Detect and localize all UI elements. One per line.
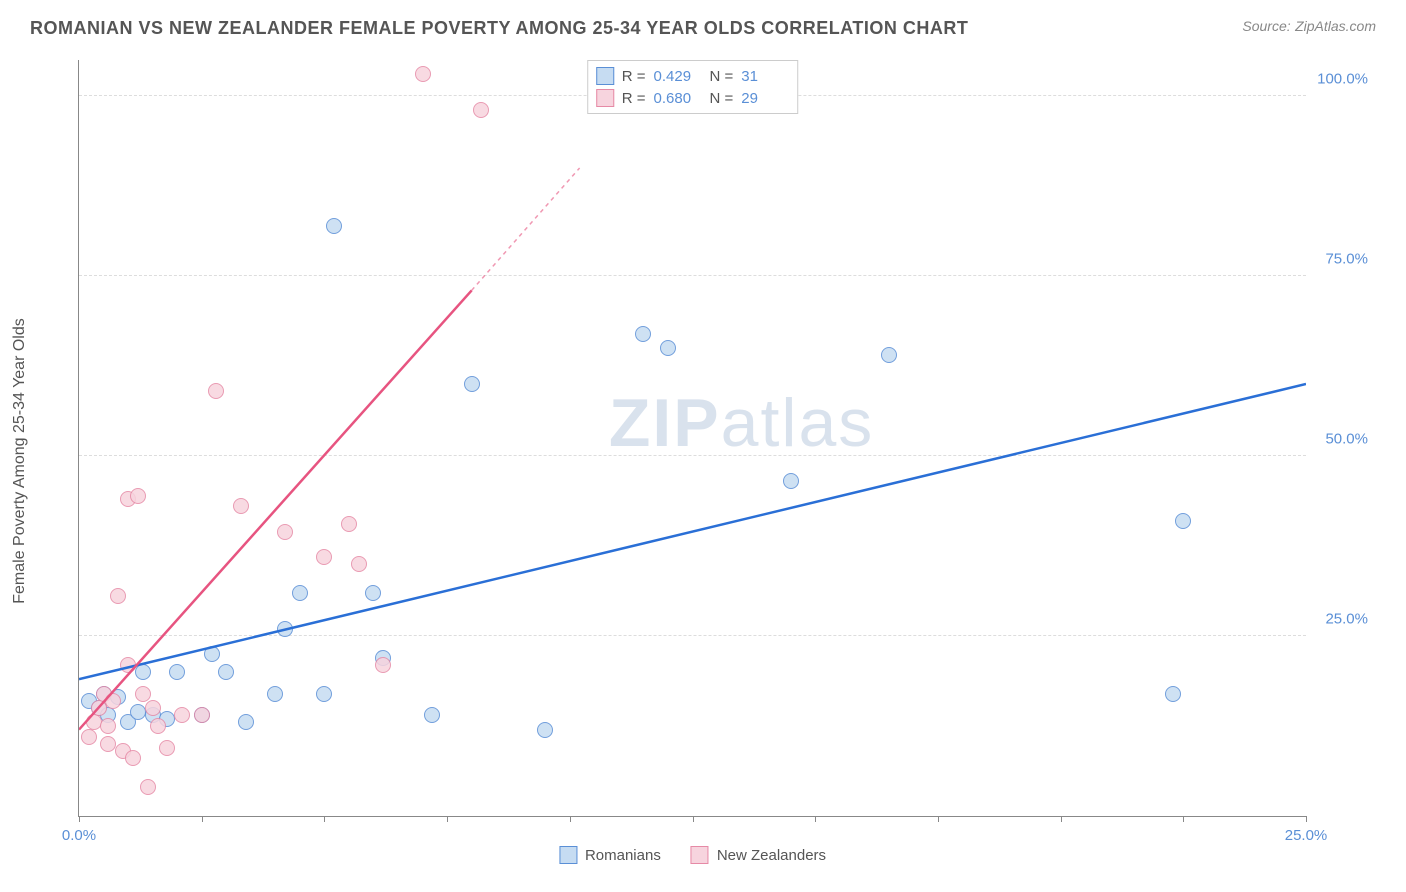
data-point <box>145 700 161 716</box>
data-point <box>125 750 141 766</box>
n-label: N = <box>710 68 734 85</box>
data-point <box>233 498 249 514</box>
data-point <box>635 326 651 342</box>
data-point <box>351 556 367 572</box>
legend-label-romanians: Romanians <box>585 847 661 864</box>
x-tick <box>447 816 448 822</box>
data-point <box>267 686 283 702</box>
x-tick <box>938 816 939 822</box>
data-point <box>140 779 156 795</box>
r-value-newzealanders: 0.680 <box>654 90 702 107</box>
legend-label-newzealanders: New Zealanders <box>717 847 826 864</box>
x-tick <box>202 816 203 822</box>
r-label: R = <box>622 90 646 107</box>
x-tick-label: 0.0% <box>62 827 96 844</box>
data-point <box>218 664 234 680</box>
data-point <box>464 376 480 392</box>
data-point <box>194 707 210 723</box>
legend-swatch-romanians <box>559 846 577 864</box>
legend-stats: R = 0.429 N = 31 R = 0.680 N = 29 <box>587 60 799 114</box>
data-point <box>135 664 151 680</box>
legend-series: Romanians New Zealanders <box>559 846 826 864</box>
legend-swatch-romanians <box>596 67 614 85</box>
data-point <box>316 549 332 565</box>
legend-stats-row: R = 0.680 N = 29 <box>596 87 790 109</box>
legend-swatch-newzealanders <box>596 89 614 107</box>
gridline <box>79 275 1306 276</box>
data-point <box>1165 686 1181 702</box>
source-label: Source: <box>1242 18 1290 34</box>
data-point <box>375 657 391 673</box>
x-tick-label: 25.0% <box>1285 827 1328 844</box>
gridline <box>79 455 1306 456</box>
data-point <box>537 722 553 738</box>
data-point <box>204 646 220 662</box>
watermark-zip: ZIP <box>609 385 721 461</box>
data-point <box>341 516 357 532</box>
data-point <box>292 585 308 601</box>
gridline <box>79 635 1306 636</box>
data-point <box>130 488 146 504</box>
data-point <box>277 524 293 540</box>
data-point <box>135 686 151 702</box>
chart-area: Female Poverty Among 25-34 Year Olds ZIP… <box>30 50 1376 872</box>
x-tick <box>693 816 694 822</box>
data-point <box>660 340 676 356</box>
data-point <box>415 66 431 82</box>
data-point <box>881 347 897 363</box>
data-point <box>208 383 224 399</box>
n-value-romanians: 31 <box>741 68 789 85</box>
watermark-atlas: atlas <box>721 385 875 461</box>
data-point <box>81 729 97 745</box>
y-tick-label: 100.0% <box>1317 71 1368 88</box>
legend-item-romanians: Romanians <box>559 846 661 864</box>
chart-title: ROMANIAN VS NEW ZEALANDER FEMALE POVERTY… <box>30 18 968 39</box>
data-point <box>86 714 102 730</box>
data-point <box>316 686 332 702</box>
r-value-romanians: 0.429 <box>654 68 702 85</box>
watermark: ZIPatlas <box>609 384 874 462</box>
source: Source: ZipAtlas.com <box>1242 18 1376 36</box>
data-point <box>150 718 166 734</box>
trend-lines <box>79 60 1306 816</box>
data-point <box>174 707 190 723</box>
data-point <box>326 218 342 234</box>
x-tick <box>1183 816 1184 822</box>
y-tick-label: 25.0% <box>1325 611 1368 628</box>
y-axis-label: Female Poverty Among 25-34 Year Olds <box>11 318 29 604</box>
x-tick <box>324 816 325 822</box>
data-point <box>105 693 121 709</box>
n-label: N = <box>710 90 734 107</box>
data-point <box>91 700 107 716</box>
x-tick <box>79 816 80 822</box>
data-point <box>424 707 440 723</box>
data-point <box>100 736 116 752</box>
legend-stats-row: R = 0.429 N = 31 <box>596 65 790 87</box>
data-point <box>110 588 126 604</box>
data-point <box>473 102 489 118</box>
r-label: R = <box>622 68 646 85</box>
data-point <box>1175 513 1191 529</box>
legend-item-newzealanders: New Zealanders <box>691 846 826 864</box>
data-point <box>120 657 136 673</box>
data-point <box>783 473 799 489</box>
data-point <box>277 621 293 637</box>
y-tick-label: 50.0% <box>1325 431 1368 448</box>
data-point <box>365 585 381 601</box>
y-tick-label: 75.0% <box>1325 251 1368 268</box>
x-tick <box>570 816 571 822</box>
x-tick <box>1061 816 1062 822</box>
legend-swatch-newzealanders <box>691 846 709 864</box>
source-value: ZipAtlas.com <box>1295 18 1376 34</box>
data-point <box>169 664 185 680</box>
data-point <box>238 714 254 730</box>
data-point <box>130 704 146 720</box>
x-tick <box>815 816 816 822</box>
plot-area: ZIPatlas R = 0.429 N = 31 R = 0.680 N = … <box>78 60 1306 817</box>
data-point <box>100 718 116 734</box>
x-tick <box>1306 816 1307 822</box>
n-value-newzealanders: 29 <box>741 90 789 107</box>
data-point <box>159 740 175 756</box>
